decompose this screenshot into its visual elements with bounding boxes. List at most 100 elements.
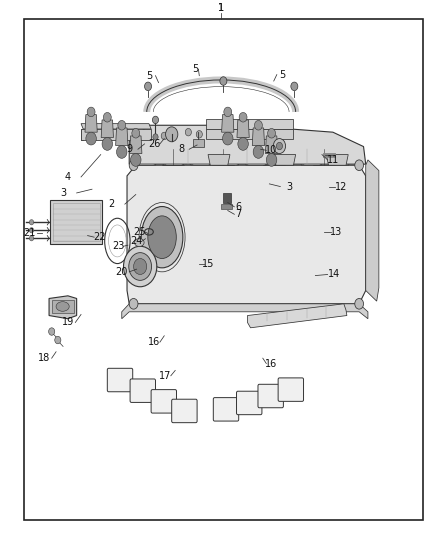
Text: 24: 24 — [131, 236, 143, 246]
Polygon shape — [237, 120, 249, 138]
Circle shape — [273, 139, 286, 154]
Polygon shape — [247, 304, 347, 328]
Circle shape — [238, 138, 248, 150]
Circle shape — [131, 154, 141, 166]
Text: 3: 3 — [286, 182, 292, 191]
Circle shape — [129, 160, 138, 171]
Circle shape — [196, 131, 202, 138]
Text: 1: 1 — [218, 3, 224, 13]
Text: 12: 12 — [335, 182, 347, 191]
FancyBboxPatch shape — [213, 398, 239, 421]
FancyBboxPatch shape — [258, 384, 283, 408]
Polygon shape — [208, 155, 230, 165]
Circle shape — [152, 116, 159, 124]
Text: 11: 11 — [327, 155, 339, 165]
Text: 13: 13 — [330, 227, 343, 237]
Text: 19: 19 — [62, 318, 74, 327]
Circle shape — [29, 228, 34, 233]
Polygon shape — [193, 139, 204, 147]
Circle shape — [254, 120, 262, 130]
Circle shape — [145, 82, 152, 91]
Polygon shape — [101, 120, 113, 138]
Text: 15: 15 — [202, 259, 214, 269]
Polygon shape — [81, 124, 151, 129]
FancyBboxPatch shape — [130, 379, 155, 402]
Ellipse shape — [141, 207, 183, 268]
Circle shape — [129, 298, 138, 309]
Circle shape — [268, 128, 276, 138]
FancyBboxPatch shape — [151, 390, 177, 413]
Circle shape — [124, 246, 157, 287]
FancyBboxPatch shape — [237, 391, 262, 415]
Text: 3: 3 — [60, 188, 67, 198]
Circle shape — [134, 259, 147, 274]
Text: 25: 25 — [133, 227, 145, 237]
Circle shape — [55, 336, 61, 344]
Circle shape — [49, 328, 55, 335]
Polygon shape — [159, 141, 187, 165]
Circle shape — [103, 112, 111, 122]
Polygon shape — [325, 141, 353, 165]
Circle shape — [224, 107, 232, 117]
Circle shape — [276, 142, 283, 150]
Circle shape — [355, 298, 364, 309]
Text: 17: 17 — [159, 371, 172, 381]
Polygon shape — [274, 155, 296, 165]
Text: 22: 22 — [94, 232, 106, 242]
Polygon shape — [252, 128, 265, 146]
Circle shape — [253, 146, 264, 158]
Polygon shape — [122, 304, 368, 319]
Circle shape — [220, 77, 227, 85]
Circle shape — [117, 146, 127, 158]
Polygon shape — [326, 155, 348, 165]
Polygon shape — [131, 141, 160, 165]
Text: 23: 23 — [112, 241, 124, 251]
Text: 4: 4 — [65, 172, 71, 182]
Text: 21: 21 — [24, 229, 36, 238]
Polygon shape — [52, 300, 74, 313]
Text: 5: 5 — [192, 64, 198, 74]
Polygon shape — [116, 128, 128, 146]
Polygon shape — [297, 141, 325, 165]
FancyBboxPatch shape — [107, 368, 133, 392]
Text: 10: 10 — [265, 146, 278, 155]
Circle shape — [291, 82, 298, 91]
Bar — [50, 200, 102, 244]
Polygon shape — [81, 129, 83, 140]
Circle shape — [129, 253, 152, 280]
Text: 5: 5 — [146, 71, 152, 80]
Circle shape — [355, 160, 364, 171]
Circle shape — [87, 107, 95, 117]
Ellipse shape — [56, 302, 69, 311]
Polygon shape — [366, 160, 379, 301]
Circle shape — [118, 120, 126, 130]
Text: 26: 26 — [148, 139, 160, 149]
Ellipse shape — [148, 216, 176, 259]
Circle shape — [102, 138, 113, 150]
Polygon shape — [85, 115, 97, 132]
Circle shape — [29, 236, 34, 241]
Circle shape — [132, 128, 140, 138]
Polygon shape — [221, 204, 232, 209]
Text: 8: 8 — [179, 144, 185, 154]
Bar — [81, 129, 151, 140]
Text: 16: 16 — [148, 337, 160, 347]
Text: 9: 9 — [126, 144, 132, 154]
Text: 2: 2 — [109, 199, 115, 209]
Circle shape — [86, 132, 96, 145]
Bar — [206, 119, 293, 129]
Text: 7: 7 — [236, 209, 242, 219]
Text: 1: 1 — [218, 3, 224, 13]
Circle shape — [185, 128, 191, 136]
Text: 16: 16 — [265, 359, 278, 368]
Polygon shape — [187, 141, 215, 165]
Polygon shape — [130, 136, 142, 154]
Circle shape — [153, 134, 158, 140]
Bar — [206, 129, 293, 139]
Circle shape — [29, 220, 34, 225]
Circle shape — [239, 112, 247, 122]
Polygon shape — [223, 193, 231, 203]
Text: 5: 5 — [279, 70, 286, 79]
Polygon shape — [49, 296, 77, 319]
Text: 6: 6 — [236, 202, 242, 212]
